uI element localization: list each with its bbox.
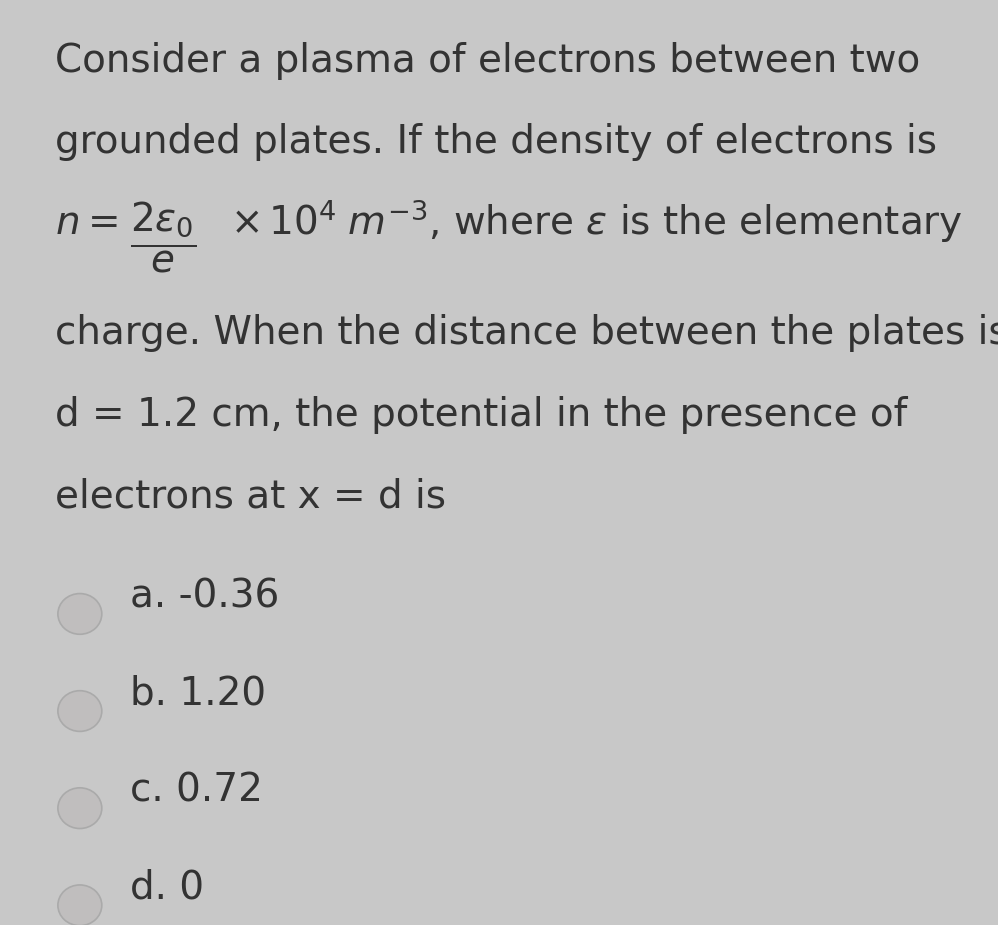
Text: $\times\, 10^4\; m^{-3}$, where $\epsilon$ is the elementary: $\times\, 10^4\; m^{-3}$, where $\epsilo… [230,197,962,245]
Text: $n =$: $n =$ [55,204,118,242]
Text: grounded plates. If the density of electrons is: grounded plates. If the density of elect… [55,123,937,161]
Text: Consider a plasma of electrons between two: Consider a plasma of electrons between t… [55,42,920,80]
Circle shape [58,788,102,829]
Text: $\dfrac{2\epsilon_0}{e}$: $\dfrac{2\epsilon_0}{e}$ [130,200,196,275]
Text: d = 1.2 cm, the potential in the presence of: d = 1.2 cm, the potential in the presenc… [55,396,907,434]
Text: b. 1.20: b. 1.20 [130,674,265,712]
Circle shape [58,691,102,732]
Circle shape [58,885,102,925]
Text: c. 0.72: c. 0.72 [130,771,262,809]
Text: charge. When the distance between the plates is: charge. When the distance between the pl… [55,314,998,352]
Text: a. -0.36: a. -0.36 [130,577,279,615]
Text: d. 0: d. 0 [130,869,204,906]
Circle shape [58,594,102,635]
Text: electrons at x = d is: electrons at x = d is [55,477,446,515]
